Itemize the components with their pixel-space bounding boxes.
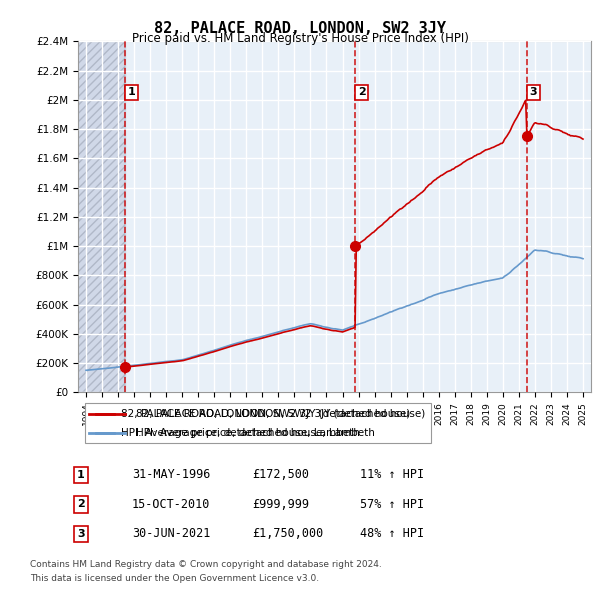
- Text: HPI: Average price, detached house, Lambeth: HPI: Average price, detached house, Lamb…: [136, 428, 374, 438]
- Text: 3: 3: [529, 87, 537, 97]
- Text: 82, PALACE ROAD, LONDON, SW2 3JY (detached house): 82, PALACE ROAD, LONDON, SW2 3JY (detach…: [121, 409, 410, 418]
- Text: 31-MAY-1996: 31-MAY-1996: [132, 468, 211, 481]
- Text: 15-OCT-2010: 15-OCT-2010: [132, 498, 211, 511]
- Text: 57% ↑ HPI: 57% ↑ HPI: [360, 498, 424, 511]
- Text: 11% ↑ HPI: 11% ↑ HPI: [360, 468, 424, 481]
- FancyBboxPatch shape: [85, 404, 431, 443]
- Text: £172,500: £172,500: [252, 468, 309, 481]
- Bar: [78, 41, 125, 392]
- Text: 82, PALACE ROAD, LONDON, SW2 3JY: 82, PALACE ROAD, LONDON, SW2 3JY: [154, 21, 446, 35]
- Text: Contains HM Land Registry data © Crown copyright and database right 2024.: Contains HM Land Registry data © Crown c…: [30, 560, 382, 569]
- Text: Price paid vs. HM Land Registry's House Price Index (HPI): Price paid vs. HM Land Registry's House …: [131, 32, 469, 45]
- Text: 2: 2: [358, 87, 365, 97]
- Text: 3: 3: [77, 529, 85, 539]
- Text: This data is licensed under the Open Government Licence v3.0.: This data is licensed under the Open Gov…: [30, 574, 319, 583]
- Text: £999,999: £999,999: [252, 498, 309, 511]
- Text: 1: 1: [127, 87, 135, 97]
- Bar: [78, 41, 125, 392]
- Text: 48% ↑ HPI: 48% ↑ HPI: [360, 527, 424, 540]
- Text: 82, PALACE ROAD, LONDON, SW2 3JY (detached house): 82, PALACE ROAD, LONDON, SW2 3JY (detach…: [136, 409, 425, 418]
- Text: 1: 1: [77, 470, 85, 480]
- Text: £1,750,000: £1,750,000: [252, 527, 323, 540]
- Text: HPI: Average price, detached house, Lambeth: HPI: Average price, detached house, Lamb…: [121, 428, 360, 438]
- Text: 30-JUN-2021: 30-JUN-2021: [132, 527, 211, 540]
- Text: 2: 2: [77, 500, 85, 509]
